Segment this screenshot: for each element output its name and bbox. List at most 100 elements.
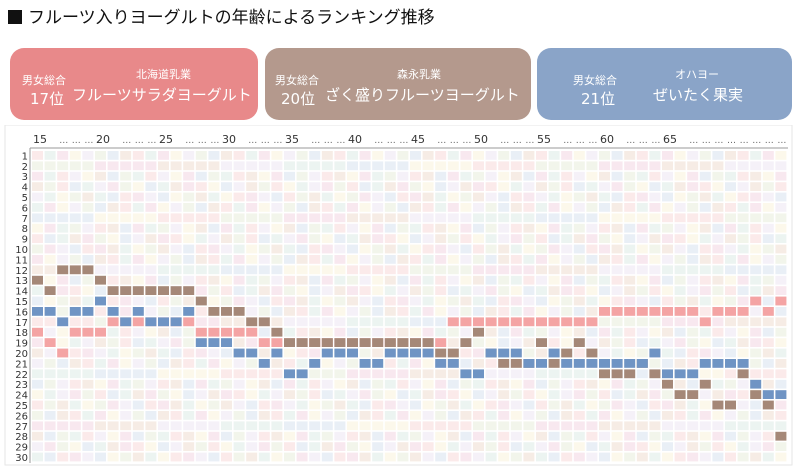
background-cell (687, 411, 699, 420)
background-cell (573, 275, 585, 285)
background-cell (624, 286, 636, 295)
background-cell (120, 411, 132, 420)
background-cell (699, 265, 711, 275)
background-cell (95, 317, 106, 327)
background-cell (107, 400, 119, 410)
series-2-rank-cell (573, 338, 585, 347)
background-cell (636, 223, 648, 233)
series-3-rank-cell (548, 348, 560, 358)
series-2-rank-cell (334, 338, 346, 347)
background-cell (699, 307, 711, 316)
background-cell (158, 411, 169, 420)
background-cell (510, 223, 522, 233)
background-cell (57, 390, 69, 399)
background-cell (599, 255, 610, 264)
background-cell (410, 431, 421, 441)
background-cell (372, 151, 384, 160)
background-cell (95, 203, 106, 212)
background-cell (649, 255, 661, 264)
background-cell (170, 244, 182, 254)
background-cell (435, 244, 447, 254)
background-cell (334, 265, 346, 275)
background-cell (775, 400, 787, 410)
background-cell (57, 327, 69, 337)
background-cell (586, 171, 598, 181)
background-cell (586, 390, 598, 399)
series-3-rank-cell (775, 390, 787, 399)
background-cell (384, 442, 396, 451)
background-cell (271, 359, 283, 368)
background-cell (183, 452, 195, 462)
background-cell (422, 359, 434, 368)
background-cell (523, 338, 535, 347)
background-cell (284, 182, 295, 191)
background-cell (674, 400, 686, 410)
background-cell (258, 234, 270, 243)
series-3-rank-cell (725, 359, 736, 368)
background-cell (523, 182, 535, 191)
background-cell (384, 255, 396, 264)
background-cell (775, 192, 787, 202)
background-cell (586, 213, 598, 223)
background-cell (725, 390, 736, 399)
background-cell (712, 151, 724, 160)
series-2-rank-cell (548, 359, 560, 368)
background-cell (296, 307, 308, 316)
series-2-rank-cell (699, 379, 711, 389)
background-cell (737, 234, 749, 243)
background-cell (750, 171, 762, 181)
background-cell (359, 255, 371, 264)
background-cell (284, 275, 295, 285)
background-cell (548, 234, 560, 243)
background-cell (145, 379, 157, 389)
background-cell (69, 255, 81, 264)
background-cell (359, 275, 371, 285)
background-cell (775, 275, 787, 285)
background-cell (674, 359, 686, 368)
background-cell (485, 244, 497, 254)
background-cell (195, 379, 207, 389)
background-cell (246, 213, 258, 223)
background-cell (44, 379, 56, 389)
background-cell (435, 255, 447, 264)
series-3-rank-cell (233, 348, 245, 358)
background-cell (233, 192, 245, 202)
background-cell (435, 400, 447, 410)
background-cell (737, 171, 749, 181)
background-cell (296, 317, 308, 327)
background-cell (107, 411, 119, 420)
background-cell (485, 411, 497, 420)
x-tick-ellipsis: … (702, 136, 711, 146)
background-cell (762, 255, 774, 264)
background-cell (636, 286, 648, 295)
background-cell (762, 452, 774, 462)
x-tick-ellipsis: … (513, 136, 522, 146)
background-cell (359, 317, 371, 327)
background-cell (145, 151, 157, 160)
background-cell (233, 452, 245, 462)
background-cell (309, 171, 321, 181)
background-cell (460, 307, 472, 316)
background-cell (649, 275, 661, 285)
background-cell (347, 192, 358, 202)
background-cell (132, 296, 144, 306)
background-cell (183, 359, 195, 368)
y-tick-label: 20 (15, 349, 28, 360)
background-cell (372, 192, 384, 202)
background-cell (447, 369, 459, 379)
background-cell (662, 192, 673, 202)
background-cell (523, 307, 535, 316)
background-cell (750, 244, 762, 254)
background-cell (221, 348, 232, 358)
background-cell (662, 171, 673, 181)
background-cell (750, 182, 762, 191)
background-cell (372, 296, 384, 306)
background-cell (447, 161, 459, 171)
background-cell (284, 192, 295, 202)
background-cell (762, 431, 774, 441)
background-cell (233, 171, 245, 181)
background-cell (498, 244, 510, 254)
background-cell (372, 390, 384, 399)
background-cell (523, 203, 535, 212)
background-cell (347, 265, 358, 275)
